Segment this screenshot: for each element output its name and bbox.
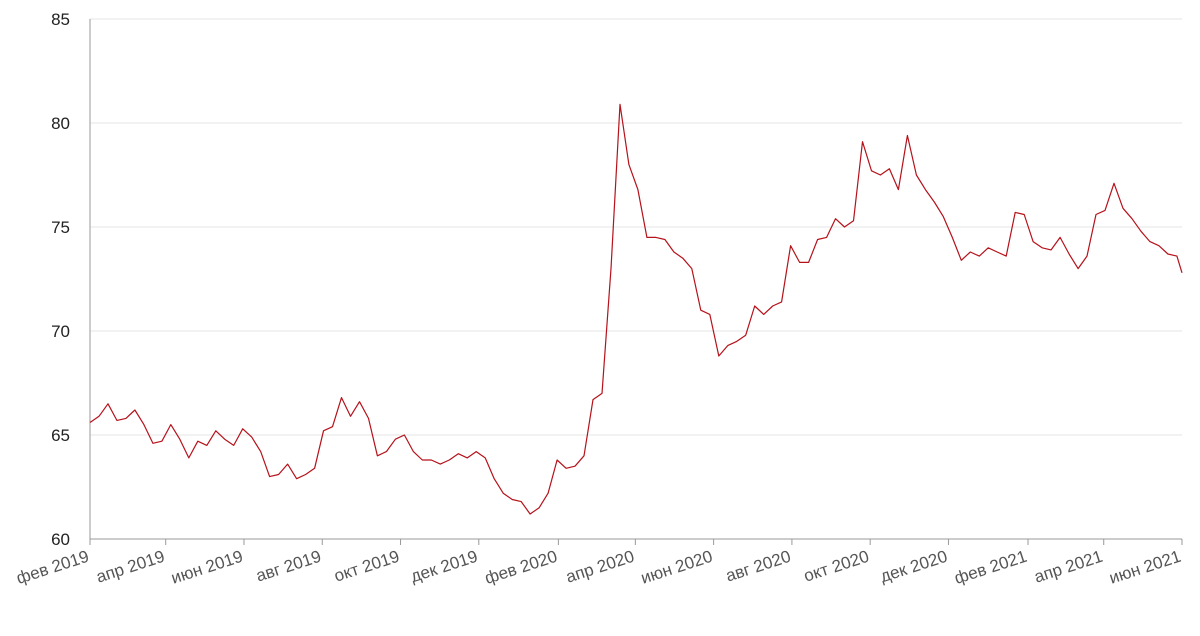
x-tick-label-1: апр 2019 (94, 547, 167, 587)
series-group (89, 103, 1183, 515)
x-tick-label-5: дек 2019 (408, 547, 480, 587)
y-tick-label-60: 60 (51, 530, 70, 549)
x-tick-label-13: апр 2021 (1032, 547, 1105, 587)
x-tick-label-0: фев 2019 (14, 547, 91, 588)
x-tick-label-9: авг 2020 (723, 547, 793, 586)
x-tick-label-3: авг 2019 (254, 547, 324, 586)
y-tick-label-85: 85 (51, 10, 70, 29)
x-tick-label-8: июн 2020 (638, 547, 714, 588)
x-tick-label-11: дек 2020 (878, 547, 950, 587)
x-tick-label-4: окт 2019 (332, 547, 402, 586)
series-line-0 (89, 103, 1183, 515)
x-tick-label-7: апр 2020 (564, 547, 637, 587)
y-tick-label-80: 80 (51, 114, 70, 133)
gridlines (90, 18, 1182, 436)
y-tick-label-70: 70 (51, 322, 70, 341)
x-tick-label-12: фев 2021 (952, 547, 1029, 588)
y-tick-label-65: 65 (51, 426, 70, 445)
x-tick-label-2: июн 2019 (169, 547, 245, 588)
x-tick-label-10: окт 2020 (801, 547, 871, 586)
x-axis-tick-labels: фев 2019 апр 2019 июн 2019 авг 2019 окт 2019… (14, 547, 1183, 588)
y-axis-tick-labels: 60 65 70 75 80 85 (51, 10, 70, 549)
y-tick-label-75: 75 (51, 218, 70, 237)
x-tick-label-14: июн 2021 (1107, 547, 1183, 588)
x-tick-label-6: фев 2020 (482, 547, 559, 588)
axes (89, 19, 1183, 545)
